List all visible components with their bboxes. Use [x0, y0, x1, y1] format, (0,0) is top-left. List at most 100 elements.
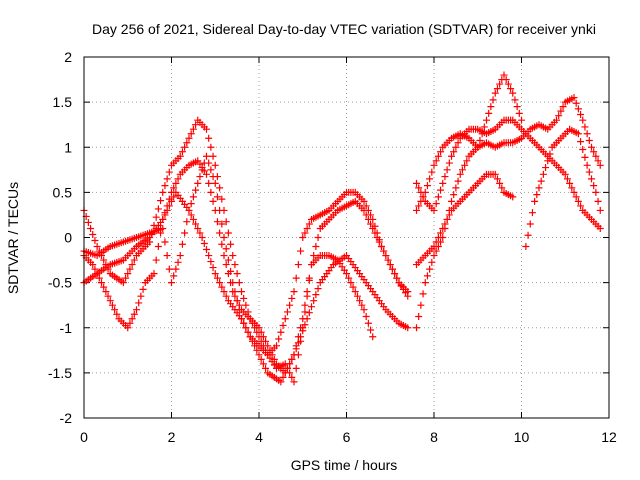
data-point [196, 173, 204, 181]
data-point [585, 136, 593, 144]
x-tick-label: 8 [430, 429, 438, 445]
data-point [229, 279, 237, 287]
data-point [373, 234, 381, 241]
data-point [176, 152, 184, 160]
data-point [566, 179, 574, 187]
x-tick-label: 0 [80, 429, 88, 445]
data-point [297, 247, 305, 255]
data-point [207, 188, 215, 196]
data-point [555, 112, 563, 120]
data-point [286, 369, 294, 377]
data-point [443, 166, 451, 174]
data-point [378, 243, 385, 251]
series-trace-8 [413, 94, 604, 214]
data-point [240, 294, 248, 302]
data-point [255, 324, 263, 332]
data-point [303, 315, 311, 323]
data-point [362, 202, 370, 210]
y-tick-label: -0.5 [48, 275, 72, 291]
data-point [187, 211, 195, 219]
data-point [413, 179, 420, 187]
data-point [209, 264, 217, 272]
data-point [222, 245, 230, 253]
x-tick-label: 4 [255, 429, 263, 445]
data-point [526, 220, 534, 228]
data-point [213, 274, 221, 282]
data-point [430, 252, 438, 260]
data-point [485, 109, 493, 117]
data-point [415, 184, 423, 192]
data-point [312, 243, 320, 251]
data-point [367, 220, 375, 228]
data-point [369, 333, 377, 341]
data-point [87, 224, 95, 232]
data-point [393, 274, 401, 282]
data-point [238, 288, 245, 296]
data-point [513, 103, 521, 111]
y-axis-label: SDTVAR / TECUs [5, 182, 21, 294]
data-point [437, 229, 445, 237]
data-point [509, 89, 517, 97]
data-point [288, 355, 296, 363]
data-point [130, 256, 138, 264]
data-point [98, 279, 105, 287]
data-point [448, 152, 455, 160]
data-point [172, 265, 180, 273]
data-point [216, 184, 224, 192]
data-point [489, 96, 497, 104]
data-point [559, 103, 567, 111]
data-point [161, 182, 169, 190]
data-point [507, 85, 515, 93]
data-point [553, 116, 560, 124]
data-point [235, 279, 243, 287]
data-point [480, 123, 488, 131]
data-point [161, 211, 169, 219]
data-point [165, 265, 173, 273]
x-tick-label: 2 [168, 429, 176, 445]
data-point [222, 261, 230, 269]
data-point [312, 291, 320, 299]
data-point [349, 283, 357, 291]
data-point [266, 346, 274, 354]
data-point [174, 175, 182, 183]
data-point [364, 319, 372, 327]
data-point [128, 315, 136, 323]
data-point [437, 148, 445, 156]
data-point [218, 283, 226, 291]
data-point [434, 193, 442, 201]
data-point [185, 206, 193, 214]
data-point [192, 121, 200, 129]
data-point [531, 197, 539, 205]
data-point [159, 215, 167, 223]
data-point [229, 252, 237, 260]
data-point [432, 247, 440, 255]
data-point [275, 335, 283, 343]
data-point [426, 265, 434, 273]
data-point [111, 306, 119, 314]
data-point [227, 267, 235, 275]
y-tick-label: 1 [64, 139, 72, 155]
data-point [430, 161, 438, 169]
data-point [437, 186, 445, 194]
data-point [456, 170, 464, 178]
data-point [259, 333, 267, 341]
data-point [524, 231, 532, 239]
data-point [310, 297, 318, 305]
x-tick-label: 12 [601, 429, 617, 445]
data-point [568, 184, 576, 192]
data-point [502, 76, 510, 84]
data-point [458, 166, 466, 174]
data-point [181, 229, 189, 237]
data-point [362, 211, 370, 219]
data-point [535, 184, 543, 192]
data-point [542, 164, 550, 172]
y-tick-labels: -2 -1.5 -1 -0.5 0 0.5 1 1.5 2 [48, 49, 72, 426]
data-point [305, 276, 313, 284]
data-point [452, 184, 460, 192]
data-point [375, 238, 383, 246]
data-point [209, 197, 217, 205]
data-point [583, 130, 591, 138]
data-point [119, 279, 127, 287]
data-point [563, 175, 571, 183]
data-point [493, 175, 501, 183]
